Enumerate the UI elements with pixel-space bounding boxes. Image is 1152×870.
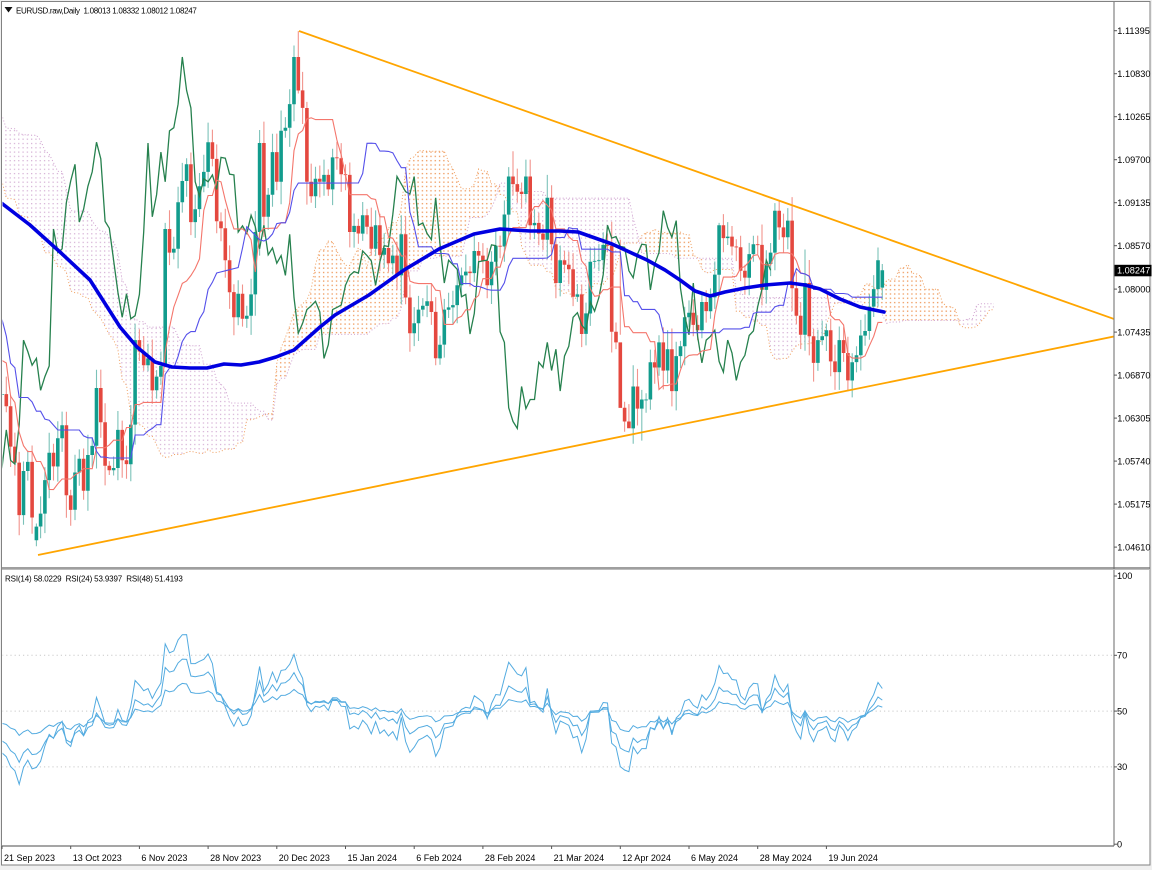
svg-text:1.08000: 1.08000 xyxy=(1117,285,1150,295)
svg-text:1.05175: 1.05175 xyxy=(1117,500,1150,510)
svg-text:1.06870: 1.06870 xyxy=(1117,371,1150,381)
svg-text:1.09135: 1.09135 xyxy=(1117,198,1150,208)
svg-text:1.10265: 1.10265 xyxy=(1117,112,1150,122)
svg-text:28 Feb 2024: 28 Feb 2024 xyxy=(485,853,536,863)
svg-text:70: 70 xyxy=(1117,651,1127,661)
svg-text:EURUSD.raw,Daily 1.08013 1.08: EURUSD.raw,Daily 1.08013 1.08332 1.08012… xyxy=(16,7,197,16)
svg-text:50: 50 xyxy=(1117,706,1127,716)
svg-text:1.06305: 1.06305 xyxy=(1117,414,1150,424)
svg-text:19 Jun 2024: 19 Jun 2024 xyxy=(828,853,878,863)
svg-text:1.08570: 1.08570 xyxy=(1117,241,1150,251)
svg-text:15 Jan 2024: 15 Jan 2024 xyxy=(348,853,398,863)
svg-text:100: 100 xyxy=(1117,571,1132,581)
svg-text:28 May 2024: 28 May 2024 xyxy=(760,853,812,863)
svg-text:12 Apr 2024: 12 Apr 2024 xyxy=(622,853,671,863)
svg-text:30: 30 xyxy=(1117,762,1127,772)
svg-text:RSI(14) 58.0229 RSI(24) 53.93: RSI(14) 58.0229 RSI(24) 53.9397 RSI(48) … xyxy=(5,575,183,584)
svg-text:20 Dec 2023: 20 Dec 2023 xyxy=(279,853,330,863)
svg-text:21 Sep 2023: 21 Sep 2023 xyxy=(4,853,55,863)
svg-text:1.05740: 1.05740 xyxy=(1117,457,1150,467)
svg-text:1.08247: 1.08247 xyxy=(1117,266,1150,276)
svg-text:6 Nov 2023: 6 Nov 2023 xyxy=(141,853,187,863)
svg-text:1.07435: 1.07435 xyxy=(1117,328,1150,338)
svg-text:1.09700: 1.09700 xyxy=(1117,155,1150,165)
svg-text:0: 0 xyxy=(1117,839,1122,849)
svg-text:6 Feb 2024: 6 Feb 2024 xyxy=(416,853,462,863)
svg-text:1.04610: 1.04610 xyxy=(1117,543,1150,553)
svg-text:13 Oct 2023: 13 Oct 2023 xyxy=(73,853,122,863)
svg-text:1.11395: 1.11395 xyxy=(1117,26,1150,36)
svg-text:21 Mar 2024: 21 Mar 2024 xyxy=(554,853,605,863)
svg-text:1.10830: 1.10830 xyxy=(1117,69,1150,79)
svg-text:6 May 2024: 6 May 2024 xyxy=(691,853,738,863)
svg-text:28 Nov 2023: 28 Nov 2023 xyxy=(210,853,261,863)
